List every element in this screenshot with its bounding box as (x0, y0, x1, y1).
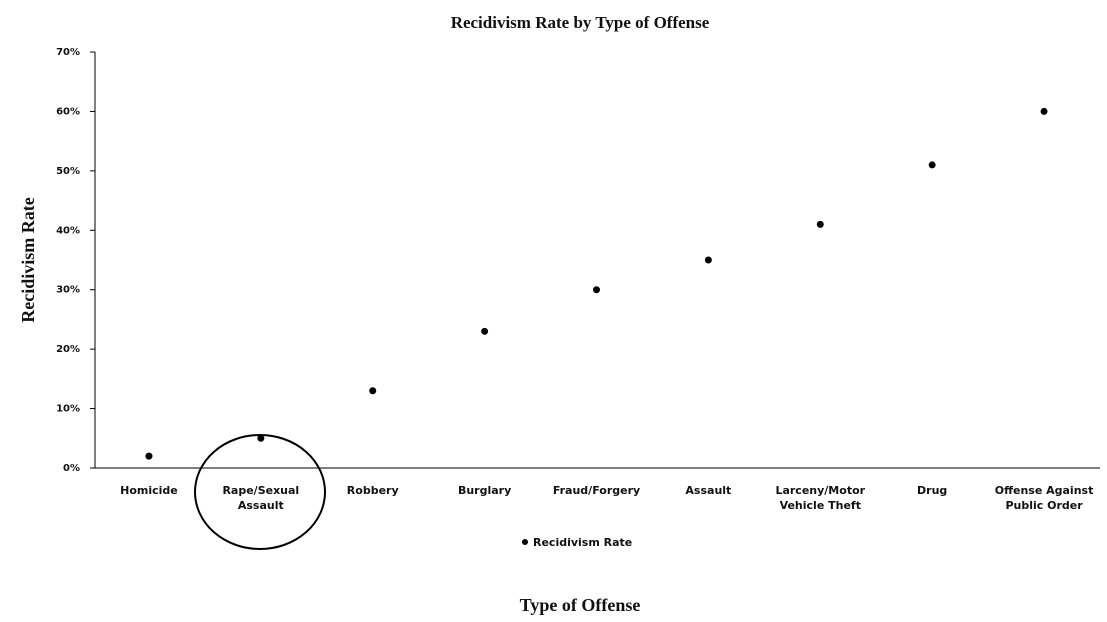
x-tick-label: Drug (917, 484, 948, 497)
x-tick-label: Offense Against Public Order (994, 484, 1094, 512)
x-tick-label: Fraud/Forgery (552, 484, 641, 497)
y-tick-label: 10% (56, 404, 80, 415)
x-axis-label: Type of Offense (520, 595, 641, 615)
y-axis-label: Recidivism Rate (18, 197, 38, 322)
marker (369, 387, 377, 395)
x-tick-label: Robbery (346, 484, 399, 497)
y-tick-label: 0% (63, 463, 80, 474)
x-tick-label: Assault (685, 484, 732, 497)
marker (928, 161, 936, 169)
y-tick-label: 20% (56, 344, 80, 355)
marker (481, 327, 489, 335)
y-tick-label: 40% (56, 225, 80, 236)
marker (1040, 107, 1048, 115)
marker (257, 434, 265, 442)
legend-label: Recidivism Rate (533, 536, 632, 549)
x-tick-label: Burglary (457, 484, 512, 497)
y-tick-label: 50% (56, 166, 80, 177)
marker (704, 256, 712, 264)
marker (593, 286, 600, 294)
chart-title: Recidivism Rate by Type of Offense (451, 13, 710, 32)
x-tick-label: Rape/Sexual Assault (222, 484, 300, 512)
x-tick-label: Homicide (120, 484, 178, 497)
x-tick-label: Larceny/Motor Vehicle Theft (775, 484, 866, 512)
marker (145, 452, 153, 460)
y-tick-label: 70% (56, 47, 80, 58)
y-tick-label: 30% (56, 285, 80, 296)
y-tick-label: 60% (56, 106, 80, 117)
legend-marker (522, 539, 528, 545)
marker (816, 220, 824, 228)
